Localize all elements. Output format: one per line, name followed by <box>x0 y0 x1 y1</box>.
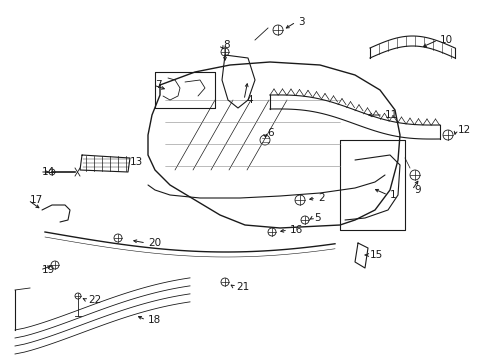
Text: 9: 9 <box>414 185 420 195</box>
Text: 22: 22 <box>88 295 101 305</box>
Text: 17: 17 <box>30 195 43 205</box>
Text: 12: 12 <box>458 125 471 135</box>
Text: 1: 1 <box>390 190 396 200</box>
Text: 5: 5 <box>314 213 320 223</box>
Text: 19: 19 <box>42 265 55 275</box>
Text: 11: 11 <box>385 110 398 120</box>
Text: 6: 6 <box>267 128 273 138</box>
Text: 10: 10 <box>440 35 453 45</box>
Text: 16: 16 <box>290 225 303 235</box>
Text: 8: 8 <box>223 40 230 50</box>
Text: 18: 18 <box>148 315 161 325</box>
Text: 20: 20 <box>148 238 161 248</box>
Text: 14: 14 <box>42 167 55 177</box>
Text: 7: 7 <box>155 80 162 90</box>
Text: 21: 21 <box>236 282 249 292</box>
Text: 2: 2 <box>318 193 325 203</box>
Text: 13: 13 <box>130 157 143 167</box>
Text: 15: 15 <box>370 250 383 260</box>
Text: 4: 4 <box>246 95 253 105</box>
Text: 3: 3 <box>298 17 305 27</box>
